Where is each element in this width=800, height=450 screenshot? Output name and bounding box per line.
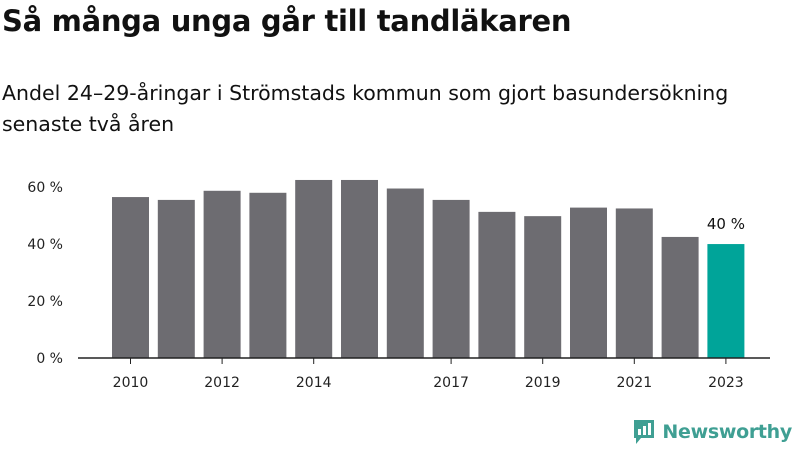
y-tick-label: 20 %: [27, 294, 63, 310]
x-tick-label: 2017: [433, 375, 469, 391]
x-tick-label: 2021: [616, 375, 652, 391]
bar-2018: [478, 211, 516, 358]
bar-2019: [524, 216, 562, 358]
x-axis: 2010 2012 2014 2017 2019 2021 2023: [78, 357, 770, 391]
bar-2011: [157, 199, 195, 358]
y-tick-label: 0 %: [36, 351, 63, 367]
bar-2023: [707, 244, 745, 358]
bar-2017: [432, 199, 470, 358]
newsworthy-logo: Newsworthy: [632, 418, 792, 446]
bar-2010: [112, 197, 149, 358]
x-tick-label: 2010: [113, 375, 149, 391]
chart-subtitle: Andel 24–29-åringar i Strömstads kommun …: [2, 81, 729, 136]
bar-2014: [295, 179, 333, 358]
x-tick-label: 2014: [296, 375, 332, 391]
bar-2012: [203, 190, 241, 358]
brand-name: Newsworthy: [662, 421, 792, 443]
x-tick-label: 2019: [525, 375, 561, 391]
bar-chart: 0 % 20 % 40 % 60 % 2010 2012 2014 2017 2019 2021…: [27, 179, 770, 391]
bars: [112, 179, 745, 358]
x-tick-label: 2023: [708, 375, 744, 391]
x-tick-label: 2012: [204, 375, 240, 391]
bar-2013: [249, 192, 287, 358]
y-tick-label: 60 %: [27, 180, 63, 196]
y-axis: 0 % 20 % 40 % 60 %: [27, 180, 63, 367]
y-tick-label: 40 %: [27, 237, 63, 253]
bar-2020: [570, 207, 607, 358]
bar-2015: [341, 179, 378, 358]
data-label: 40 %: [707, 215, 745, 233]
bar-2022: [661, 236, 699, 358]
data-labels: 40 %: [707, 215, 745, 233]
bar-chart-speech-bubble-icon: [634, 420, 655, 444]
bar-2021: [615, 208, 653, 358]
chart-title: Så många unga går till tandläkaren: [2, 4, 572, 38]
bar-2016: [386, 188, 424, 358]
